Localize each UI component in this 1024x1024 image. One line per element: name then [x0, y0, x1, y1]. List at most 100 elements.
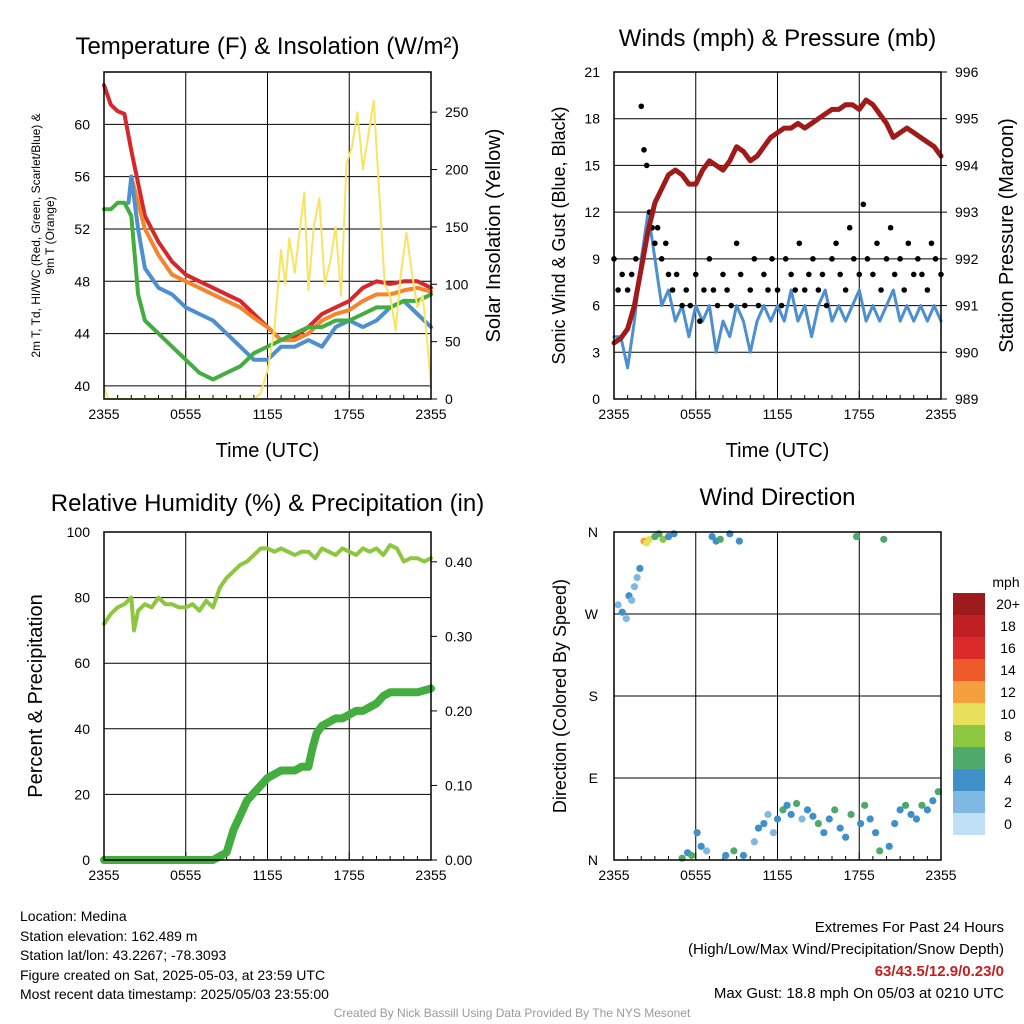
- winds-series-1-point: [628, 271, 635, 278]
- winds-series-1-point: [851, 256, 857, 262]
- direction-point: [842, 833, 850, 841]
- humidity-ytick-label: 0: [82, 852, 90, 868]
- direction-point: [820, 829, 828, 837]
- colorbar-label: 20+: [996, 596, 1020, 612]
- colorbar-swatch: [953, 637, 985, 659]
- direction-point: [730, 847, 738, 855]
- recent-text: Most recent data timestamp: 2025/05/03 2…: [20, 986, 329, 1003]
- colorbar-swatch: [953, 769, 985, 791]
- winds-series-1-point: [654, 224, 661, 231]
- winds-series-1-point: [747, 287, 754, 293]
- colorbar-swatch: [953, 747, 985, 769]
- direction-title: Wind Direction: [699, 484, 855, 511]
- temperature-ytick-label: 56: [74, 169, 90, 185]
- direction-ytick-label: W: [585, 606, 599, 622]
- direction-point: [645, 535, 654, 543]
- winds-series-1-point: [737, 271, 744, 278]
- winds-series-1-point: [887, 224, 894, 231]
- humidity-title: Relative Humidity (%) & Precipitation (i…: [51, 490, 484, 517]
- colorbar-swatch: [953, 813, 985, 835]
- temperature-xtick-label: 0555: [170, 406, 201, 422]
- winds-series-1-point: [915, 256, 921, 262]
- direction-point: [885, 842, 893, 850]
- temperature-ylabel-line2: 9m T (Orange): [43, 196, 57, 274]
- winds-series-1-point: [833, 240, 839, 247]
- temperature-ytick-label: 40: [74, 378, 90, 394]
- humidity-series-0-line: [102, 543, 433, 633]
- winds-ytick-right-label: 993: [955, 204, 979, 220]
- winds-series-1-point: [662, 240, 669, 247]
- colorbar-unit-label: mph: [992, 574, 1019, 590]
- temperature-ytick-label: 44: [74, 326, 90, 342]
- winds-ytick-right-label: 989: [955, 391, 979, 407]
- humidity-ytick-label: 100: [67, 524, 91, 540]
- humidity-ytick-label: 80: [74, 590, 90, 606]
- temperature-title: Temperature (F) & Insolation (W/m²): [75, 33, 459, 60]
- colorbar-label: 8: [1004, 728, 1012, 744]
- winds-ytick-right-label: 995: [955, 111, 979, 127]
- humidity-ytick-right-label: 0.10: [445, 777, 472, 793]
- extremes-info: Extremes For Past 24 Hours (High/Low/Max…: [688, 917, 1004, 1005]
- winds-series-1-point: [765, 287, 771, 293]
- direction-ylabel: Direction (Colored By Speed): [550, 579, 570, 813]
- direction-xtick-label: 1755: [844, 867, 875, 883]
- winds-series-1-point: [733, 240, 740, 247]
- winds-series-1-point: [728, 302, 734, 309]
- winds-series-1-point: [837, 271, 843, 278]
- winds-series-1-point: [633, 256, 639, 262]
- direction-point: [934, 788, 942, 796]
- winds-series-1-point: [624, 287, 631, 293]
- created-text: Figure created on Sat, 2025-05-03, at 23…: [20, 966, 326, 983]
- temperature-plot-border: [103, 71, 432, 400]
- direction-point: [861, 801, 869, 809]
- humidity-xtick-label: 2355: [88, 867, 119, 883]
- colorbar-swatch: [953, 681, 985, 703]
- direction-point: [803, 806, 812, 814]
- winds-series-1-point: [910, 271, 917, 278]
- direction-point: [659, 535, 667, 543]
- direction-point: [697, 842, 705, 850]
- temperature-ytick-right-label: 150: [445, 219, 469, 235]
- direction-point: [929, 797, 937, 805]
- direction-point: [907, 810, 915, 819]
- colorbar-label: 6: [1004, 750, 1012, 766]
- winds-series-1-point: [706, 256, 713, 262]
- colorbar-swatch: [953, 593, 985, 615]
- direction-point: [739, 851, 748, 860]
- winds-xtick-label: 2355: [925, 406, 956, 422]
- winds-series-1-point: [687, 302, 694, 309]
- winds-series-1-point: [652, 240, 658, 247]
- direction-point: [836, 824, 844, 832]
- colorbar-swatch: [953, 791, 985, 813]
- humidity-ytick-label: 60: [74, 655, 90, 671]
- direction-point: [754, 824, 763, 832]
- direction-point: [901, 801, 910, 809]
- direction-point: [630, 583, 639, 591]
- humidity-xtick-label: 2355: [415, 867, 446, 883]
- winds-series-1-point: [761, 271, 767, 278]
- winds-series-1-point: [714, 302, 721, 309]
- direction-point: [764, 810, 772, 819]
- winds-series-1-point: [638, 103, 645, 110]
- direction-point: [703, 847, 711, 855]
- winds-series-1-point: [829, 256, 835, 262]
- temperature-xtick-label: 1755: [334, 406, 365, 422]
- winds-series-1-point: [870, 271, 876, 278]
- direction-point: [760, 819, 768, 828]
- winds-series-1-point: [710, 287, 717, 293]
- winds-ytick-label: 0: [592, 391, 600, 407]
- winds-ytick-label: 9: [592, 251, 600, 267]
- direction-point: [857, 819, 865, 828]
- winds-series-1-point: [692, 271, 699, 278]
- winds-series-1-point: [774, 287, 781, 293]
- extremes-values: 63/43.5/12.9/0.23/0: [874, 963, 1004, 980]
- max-gust-text: Max Gust: 18.8 mph On 05/03 at 0210 UTC: [713, 985, 1004, 1002]
- direction-ytick-label: S: [589, 688, 598, 704]
- winds-series-1-point: [897, 256, 903, 262]
- winds-series-1-point: [755, 302, 762, 309]
- winds-title: Winds (mph) & Pressure (mb): [619, 25, 936, 52]
- direction-point: [787, 810, 795, 819]
- direction-point: [664, 532, 673, 541]
- direction-point: [918, 801, 926, 809]
